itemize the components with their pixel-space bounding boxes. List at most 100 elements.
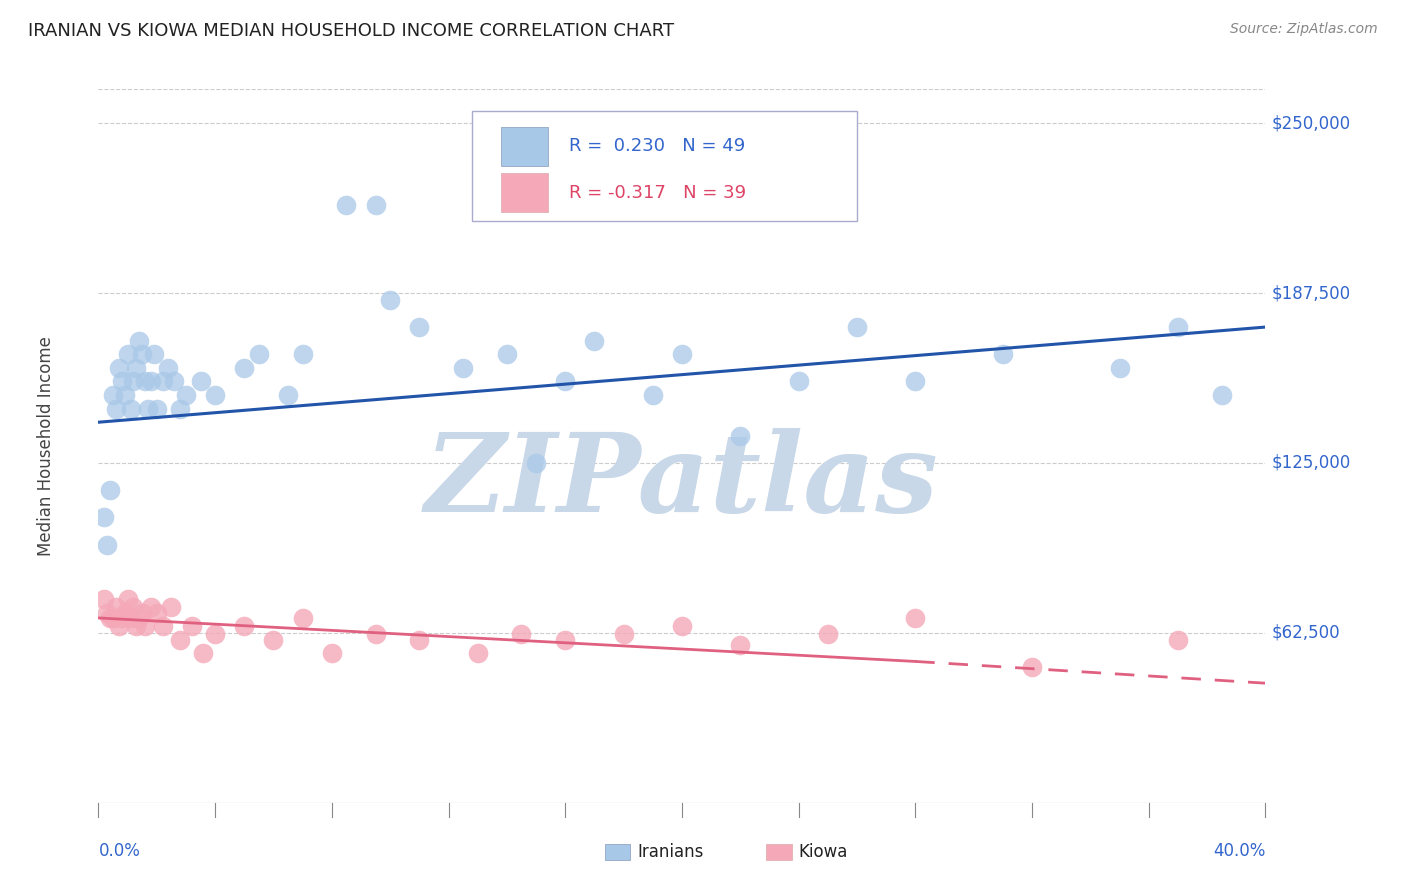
Point bbox=[467, 646, 489, 660]
Point bbox=[152, 375, 174, 389]
Point bbox=[190, 375, 212, 389]
Point bbox=[128, 334, 150, 348]
Point bbox=[169, 401, 191, 416]
Point bbox=[131, 347, 153, 361]
Point bbox=[120, 611, 142, 625]
Point bbox=[114, 606, 136, 620]
Point bbox=[730, 429, 752, 443]
Point bbox=[817, 627, 839, 641]
Point bbox=[117, 591, 139, 606]
Point bbox=[612, 627, 634, 641]
FancyBboxPatch shape bbox=[501, 127, 548, 166]
Text: $250,000: $250,000 bbox=[1271, 114, 1350, 132]
Point bbox=[408, 632, 430, 647]
Point bbox=[104, 600, 127, 615]
Point bbox=[114, 388, 136, 402]
Point bbox=[134, 375, 156, 389]
Point bbox=[247, 347, 270, 361]
Point bbox=[904, 611, 927, 625]
Point bbox=[157, 360, 180, 375]
Text: R = -0.317   N = 39: R = -0.317 N = 39 bbox=[568, 184, 745, 202]
Text: ZIPatlas: ZIPatlas bbox=[425, 428, 939, 535]
Text: $125,000: $125,000 bbox=[1271, 454, 1351, 472]
Text: $62,500: $62,500 bbox=[1271, 624, 1340, 642]
Text: Iranians: Iranians bbox=[637, 843, 703, 861]
Point bbox=[101, 611, 124, 625]
Point bbox=[108, 360, 131, 375]
Point bbox=[524, 456, 547, 470]
Point bbox=[233, 360, 256, 375]
Text: Source: ZipAtlas.com: Source: ZipAtlas.com bbox=[1230, 22, 1378, 37]
FancyBboxPatch shape bbox=[472, 111, 856, 221]
Point bbox=[787, 375, 810, 389]
Point bbox=[134, 619, 156, 633]
Point bbox=[93, 591, 115, 606]
Point bbox=[122, 375, 145, 389]
Point bbox=[122, 600, 145, 615]
Point bbox=[111, 611, 134, 625]
Point bbox=[671, 347, 693, 361]
Point bbox=[291, 347, 314, 361]
Point bbox=[98, 611, 121, 625]
Point bbox=[1108, 360, 1130, 375]
Point bbox=[233, 619, 256, 633]
Text: Median Household Income: Median Household Income bbox=[37, 336, 55, 556]
Point bbox=[408, 320, 430, 334]
Text: IRANIAN VS KIOWA MEDIAN HOUSEHOLD INCOME CORRELATION CHART: IRANIAN VS KIOWA MEDIAN HOUSEHOLD INCOME… bbox=[28, 22, 675, 40]
Point bbox=[163, 375, 186, 389]
Point bbox=[98, 483, 121, 498]
Point bbox=[128, 611, 150, 625]
Point bbox=[364, 198, 387, 212]
Text: Kiowa: Kiowa bbox=[799, 843, 848, 861]
Point bbox=[104, 401, 127, 416]
Point bbox=[169, 632, 191, 647]
Point bbox=[180, 619, 202, 633]
Point bbox=[101, 388, 124, 402]
Point bbox=[554, 375, 576, 389]
Point bbox=[146, 606, 169, 620]
Text: $187,500: $187,500 bbox=[1271, 284, 1350, 302]
Point bbox=[1167, 320, 1189, 334]
Point bbox=[845, 320, 868, 334]
Point bbox=[1021, 660, 1043, 674]
Point bbox=[204, 627, 226, 641]
Point bbox=[451, 360, 474, 375]
Point bbox=[1211, 388, 1233, 402]
Point bbox=[554, 632, 576, 647]
Point bbox=[583, 334, 606, 348]
Point bbox=[111, 375, 134, 389]
Point bbox=[193, 646, 215, 660]
Point bbox=[174, 388, 197, 402]
Point bbox=[335, 198, 357, 212]
Point bbox=[139, 375, 162, 389]
Point bbox=[136, 401, 159, 416]
Point bbox=[671, 619, 693, 633]
Point bbox=[139, 600, 162, 615]
Point bbox=[991, 347, 1014, 361]
Point bbox=[904, 375, 927, 389]
Point bbox=[495, 347, 517, 361]
Point bbox=[117, 347, 139, 361]
FancyBboxPatch shape bbox=[501, 173, 548, 212]
Point bbox=[96, 606, 118, 620]
Point bbox=[108, 619, 131, 633]
Point bbox=[641, 388, 664, 402]
Point bbox=[131, 606, 153, 620]
Point bbox=[510, 627, 533, 641]
Text: 40.0%: 40.0% bbox=[1213, 842, 1265, 860]
Point bbox=[364, 627, 387, 641]
Text: 0.0%: 0.0% bbox=[98, 842, 141, 860]
Point bbox=[1167, 632, 1189, 647]
Text: R =  0.230   N = 49: R = 0.230 N = 49 bbox=[568, 137, 745, 155]
Point bbox=[152, 619, 174, 633]
Point bbox=[142, 347, 165, 361]
Point bbox=[146, 401, 169, 416]
Point bbox=[321, 646, 343, 660]
Point bbox=[96, 537, 118, 551]
Point bbox=[160, 600, 183, 615]
Point bbox=[730, 638, 752, 652]
Point bbox=[291, 611, 314, 625]
Point bbox=[125, 360, 148, 375]
Point bbox=[125, 619, 148, 633]
Point bbox=[120, 401, 142, 416]
